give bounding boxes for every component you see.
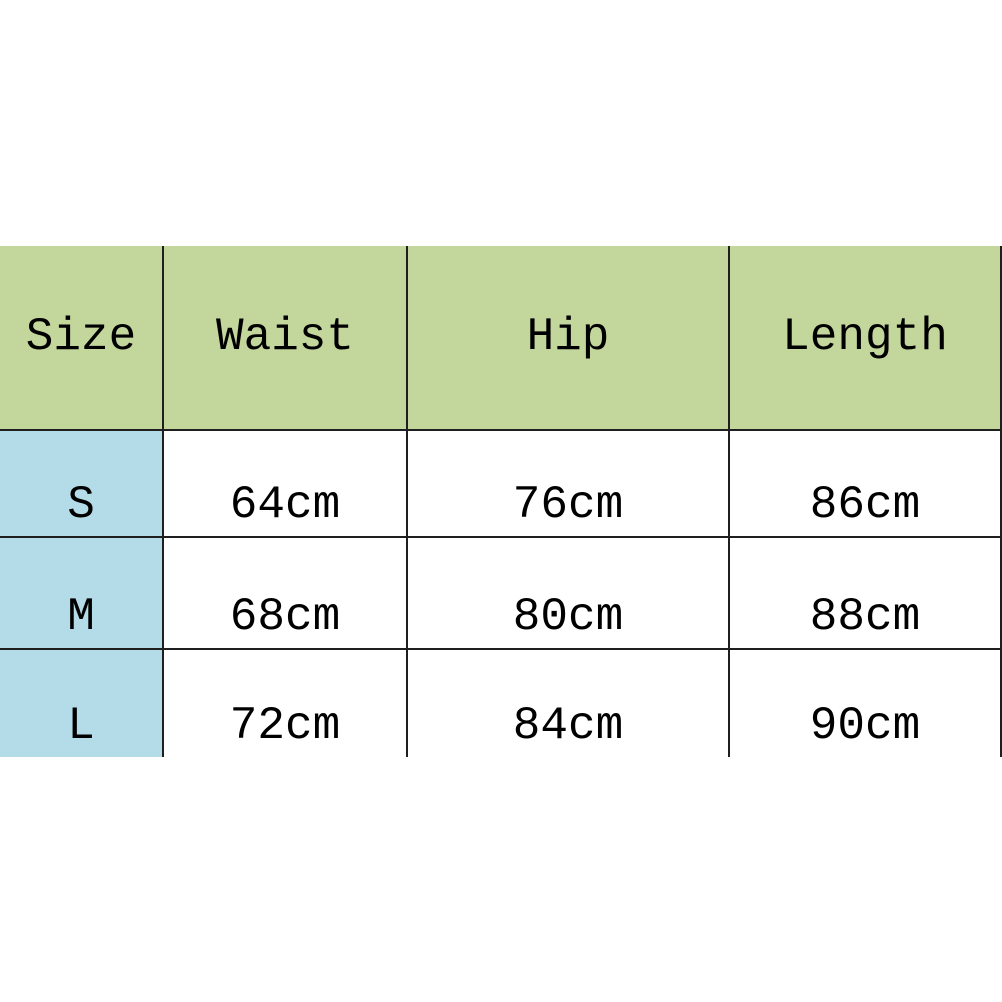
row-m-hip-cell: 80cm [408, 538, 730, 650]
row-l-hip-value: 84cm [512, 700, 624, 753]
row-s-hip-cell: 76cm [408, 431, 730, 538]
row-m-waist-cell: 68cm [164, 538, 408, 650]
row-l-size-cell: L [0, 650, 164, 757]
row-l-size-label: L [67, 700, 95, 753]
row-m-length-cell: 88cm [730, 538, 1002, 650]
row-m-length-value: 88cm [809, 591, 921, 644]
header-label-waist: Waist [215, 311, 355, 364]
row-s-hip-value: 76cm [512, 479, 624, 532]
row-s-length-value: 86cm [809, 479, 921, 532]
row-m-waist-value: 68cm [229, 591, 341, 644]
row-s-waist-cell: 64cm [164, 431, 408, 538]
row-m-size-label: M [67, 591, 95, 644]
row-l-length-cell: 90cm [730, 650, 1002, 757]
header-cell-waist: Waist [164, 246, 408, 431]
size-chart-table: Size Waist Hip Length S 64cm 76cm 86cm M… [0, 246, 1002, 757]
row-m-hip-value: 80cm [512, 591, 624, 644]
row-l-length-value: 90cm [809, 700, 921, 753]
row-l-waist-value: 72cm [229, 700, 341, 753]
header-cell-hip: Hip [408, 246, 730, 431]
row-l-hip-cell: 84cm [408, 650, 730, 757]
header-cell-length: Length [730, 246, 1002, 431]
row-s-size-cell: S [0, 431, 164, 538]
header-label-length: Length [782, 311, 948, 364]
row-s-length-cell: 86cm [730, 431, 1002, 538]
header-cell-size: Size [0, 246, 164, 431]
row-s-waist-value: 64cm [229, 479, 341, 532]
header-label-hip: Hip [526, 311, 610, 364]
header-label-size: Size [25, 311, 137, 364]
row-s-size-label: S [67, 479, 95, 532]
row-m-size-cell: M [0, 538, 164, 650]
row-l-waist-cell: 72cm [164, 650, 408, 757]
